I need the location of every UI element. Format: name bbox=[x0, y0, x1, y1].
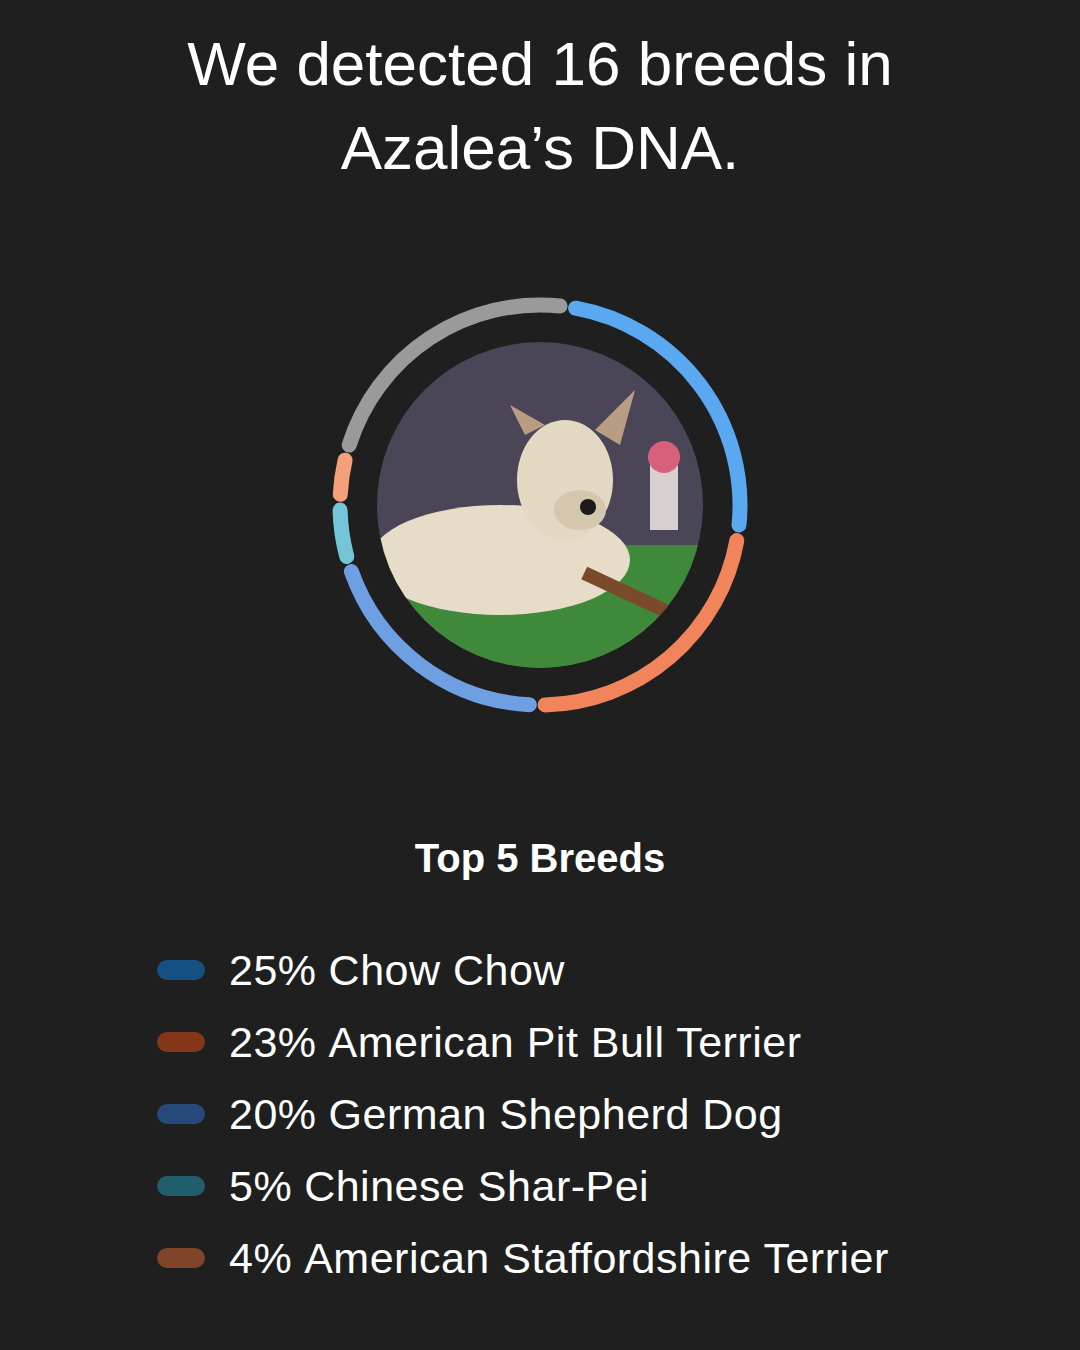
legend-swatch bbox=[157, 1176, 205, 1196]
legend-swatch bbox=[157, 1248, 205, 1268]
legend-value: 4% bbox=[229, 1234, 292, 1283]
legend-entry: 4%American Staffordshire Terrier bbox=[157, 1233, 889, 1283]
legend-swatch bbox=[157, 960, 205, 980]
legend-entry: 20%German Shepherd Dog bbox=[157, 1089, 783, 1139]
legend-label: German Shepherd Dog bbox=[329, 1090, 783, 1139]
slice bbox=[351, 572, 529, 705]
legend-value: 20% bbox=[229, 1090, 317, 1139]
legend-label: American Staffordshire Terrier bbox=[304, 1234, 889, 1283]
slice bbox=[340, 460, 345, 494]
slice bbox=[349, 305, 560, 445]
legend-entry: 23%American Pit Bull Terrier bbox=[157, 1017, 801, 1067]
slice bbox=[340, 510, 347, 557]
legend-value: 23% bbox=[229, 1018, 317, 1067]
legend-swatch bbox=[157, 1032, 205, 1052]
legend-label: Chinese Shar-Pei bbox=[304, 1162, 649, 1211]
legend-entry: 25%Chow Chow bbox=[157, 945, 565, 995]
legend-value: 25% bbox=[229, 946, 317, 995]
legend-label: American Pit Bull Terrier bbox=[329, 1018, 802, 1067]
legend-title: Top 5 Breeds bbox=[0, 836, 1080, 881]
donut-chart bbox=[0, 0, 1080, 800]
legend-label: Chow Chow bbox=[329, 946, 565, 995]
photo bbox=[370, 342, 703, 708]
slice bbox=[545, 541, 737, 705]
legend-swatch bbox=[157, 1104, 205, 1124]
slice bbox=[576, 308, 740, 525]
slices bbox=[340, 305, 740, 705]
legend-value: 5% bbox=[229, 1162, 292, 1211]
legend-entry: 5%Chinese Shar-Pei bbox=[157, 1161, 649, 1211]
title: We detected 16 breeds in Azalea’s DNA. bbox=[140, 22, 940, 190]
